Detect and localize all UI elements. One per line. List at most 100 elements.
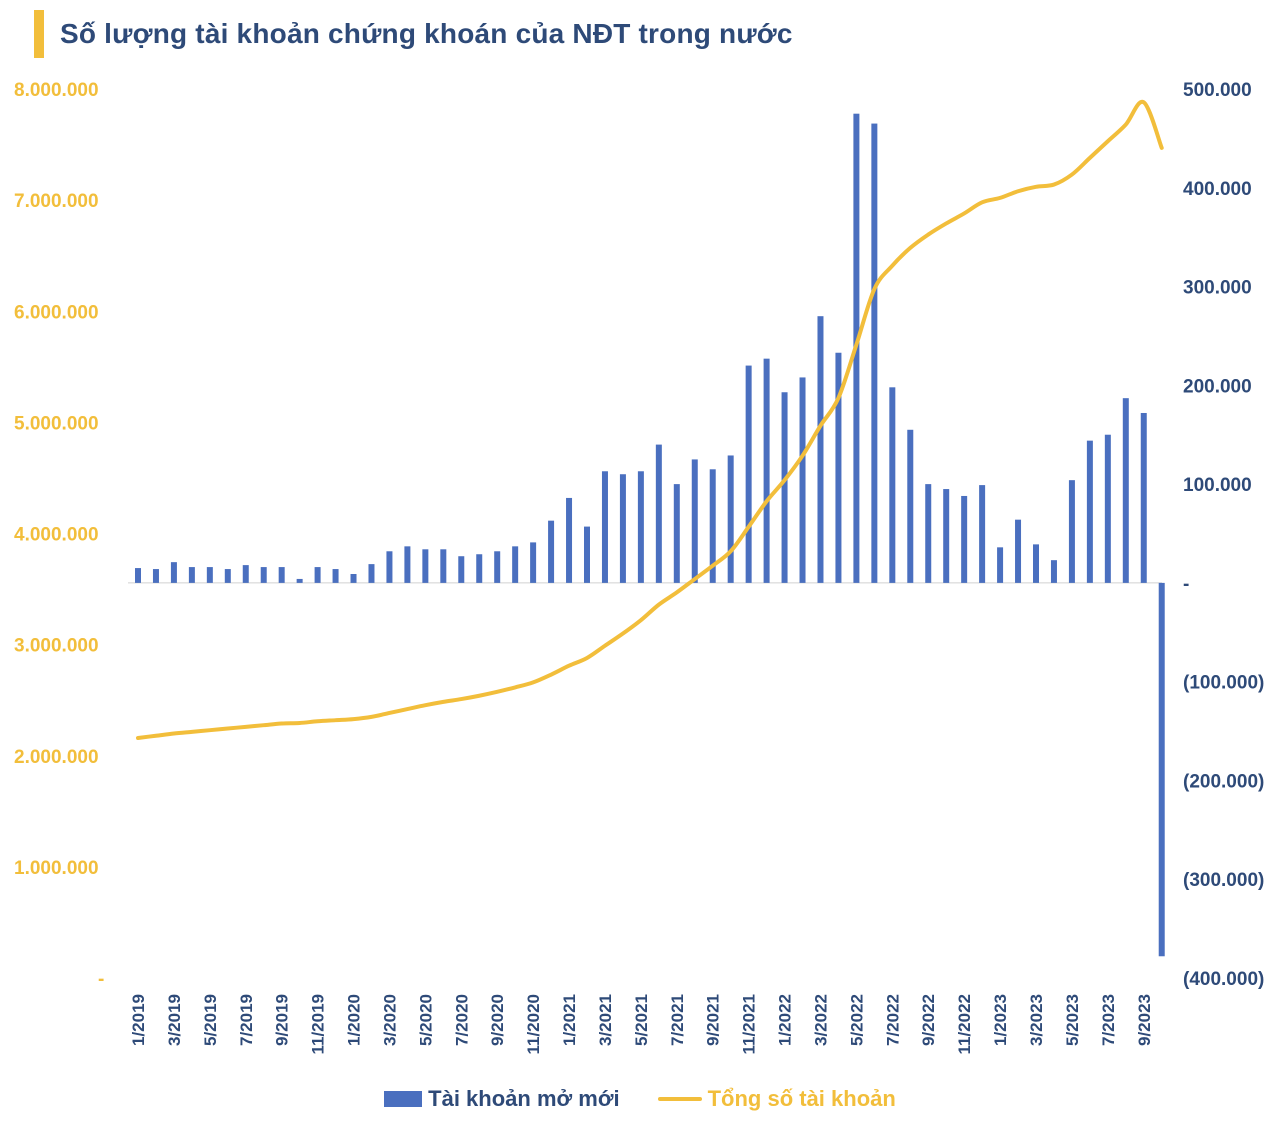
- bar-new-accounts: [224, 569, 231, 583]
- bar-new-accounts: [1086, 440, 1093, 583]
- x-tick-label: 1/2020: [345, 994, 364, 1046]
- bar-series-new-accounts: [135, 113, 1165, 957]
- x-tick-label: 3/2021: [596, 994, 615, 1046]
- left-tick-label: 7.000.000: [14, 191, 99, 212]
- right-axis-ticks: (400.000) (300.000) (200.000) (100.000) - 100…: [1183, 80, 1264, 990]
- left-tick-label: 8.000.000: [14, 80, 99, 101]
- bar-new-accounts: [332, 569, 339, 583]
- x-tick-label: 3/2023: [1027, 994, 1046, 1046]
- bar-new-accounts: [458, 556, 465, 583]
- right-tick-label: -: [1183, 574, 1189, 595]
- bar-new-accounts: [404, 546, 411, 583]
- left-axis-ticks: - 1.000.000 2.000.000 3.000.000 4.000.000 5.0…: [14, 80, 104, 990]
- legend-line-label: Tổng số tài khoản: [707, 1086, 896, 1111]
- bar-new-accounts: [763, 358, 770, 583]
- bar-new-accounts: [961, 495, 968, 583]
- bar-new-accounts: [1122, 398, 1129, 583]
- right-tick-label: 200.000: [1183, 376, 1252, 397]
- bar-new-accounts: [925, 484, 932, 583]
- bar-new-accounts: [1033, 544, 1039, 583]
- x-tick-label: 11/2020: [524, 994, 543, 1055]
- x-tick-label: 3/2022: [811, 994, 830, 1046]
- right-tick-label: 400.000: [1183, 179, 1252, 200]
- bar-new-accounts: [637, 471, 644, 583]
- x-tick-label: 1/2019: [129, 994, 148, 1046]
- x-tick-label: 7/2022: [883, 994, 902, 1046]
- bar-new-accounts: [943, 489, 950, 583]
- right-tick-label: 500.000: [1183, 80, 1252, 101]
- bar-new-accounts: [889, 387, 896, 583]
- left-tick-label: 5.000.000: [14, 413, 99, 434]
- x-tick-label: 11/2019: [309, 994, 328, 1055]
- x-tick-label: 9/2022: [919, 994, 938, 1046]
- x-tick-label: 1/2023: [991, 994, 1010, 1046]
- line-total-accounts: [136, 99, 1164, 740]
- bar-new-accounts: [655, 444, 662, 583]
- bar-new-accounts: [1068, 480, 1075, 583]
- bar-new-accounts: [691, 459, 698, 583]
- left-tick-label: 4.000.000: [14, 525, 99, 546]
- bar-new-accounts: [314, 567, 321, 583]
- bar-new-accounts: [799, 377, 806, 583]
- bar-new-accounts: [907, 429, 914, 583]
- legend-bar-swatch: [384, 1091, 423, 1107]
- bar-new-accounts: [619, 474, 626, 583]
- bar-new-accounts: [817, 316, 824, 583]
- chart-title-block: Số lượng tài khoản chứng khoán của NĐT t…: [34, 10, 793, 58]
- bar-new-accounts: [350, 574, 357, 583]
- bar-new-accounts: [566, 497, 573, 583]
- bar-new-accounts: [601, 471, 608, 583]
- bar-new-accounts: [835, 352, 842, 583]
- bar-new-accounts: [673, 484, 680, 583]
- right-tick-label: (300.000): [1183, 870, 1264, 891]
- left-tick-label: 3.000.000: [14, 636, 99, 657]
- bar-new-accounts: [1104, 434, 1111, 583]
- bar-new-accounts: [242, 565, 249, 583]
- bar-new-accounts: [745, 365, 752, 583]
- left-tick-label: -: [98, 969, 104, 990]
- bar-new-accounts: [979, 485, 986, 583]
- x-tick-label: 3/2019: [165, 994, 184, 1046]
- bar-new-accounts: [260, 567, 267, 583]
- bar-new-accounts: [781, 392, 788, 583]
- bar-new-accounts: [584, 526, 590, 583]
- left-tick-label: 2.000.000: [14, 747, 99, 768]
- x-axis-ticks: 1/2019 3/2019 5/2019 7/2019 9/2019 11/2019 1/2…: [129, 994, 1154, 1055]
- x-tick-label: 5/2021: [632, 994, 651, 1046]
- bar-new-accounts: [368, 564, 375, 583]
- bar-new-accounts: [170, 562, 177, 583]
- right-tick-label: (100.000): [1183, 673, 1264, 694]
- x-tick-label: 3/2020: [380, 994, 399, 1046]
- bar-new-accounts: [188, 567, 195, 583]
- bar-new-accounts: [296, 578, 303, 583]
- x-tick-label: 7/2020: [452, 994, 471, 1046]
- bar-new-accounts: [206, 567, 213, 583]
- x-tick-label: 1/2021: [560, 994, 579, 1046]
- bar-new-accounts: [1015, 519, 1022, 583]
- bar-new-accounts: [440, 549, 447, 583]
- bar-new-accounts: [278, 567, 285, 583]
- x-tick-label: 11/2021: [740, 994, 759, 1055]
- right-tick-label: 300.000: [1183, 278, 1252, 299]
- bar-new-accounts: [512, 546, 519, 583]
- x-tick-label: 1/2022: [776, 994, 795, 1046]
- line-series-total-accounts: [136, 99, 1164, 740]
- title-accent-bar: [34, 10, 44, 58]
- x-tick-label: 7/2019: [237, 994, 256, 1046]
- chart-title: Số lượng tài khoản chứng khoán của NĐT t…: [60, 18, 793, 49]
- legend-item-bars: Tài khoản mở mới: [384, 1086, 620, 1112]
- x-tick-label: 9/2020: [488, 994, 507, 1046]
- bar-new-accounts: [494, 551, 501, 583]
- bar-new-accounts: [709, 469, 716, 583]
- x-tick-label: 11/2022: [955, 994, 974, 1055]
- right-tick-label: (400.000): [1183, 969, 1264, 990]
- x-tick-label: 5/2023: [1063, 994, 1082, 1046]
- left-tick-label: 1.000.000: [14, 858, 99, 879]
- x-tick-label: 7/2023: [1099, 994, 1118, 1046]
- x-tick-label: 5/2022: [847, 994, 866, 1046]
- right-tick-label: (200.000): [1183, 771, 1264, 792]
- bar-new-accounts: [476, 554, 483, 583]
- bar-new-accounts: [152, 569, 159, 583]
- left-tick-label: 6.000.000: [14, 302, 99, 323]
